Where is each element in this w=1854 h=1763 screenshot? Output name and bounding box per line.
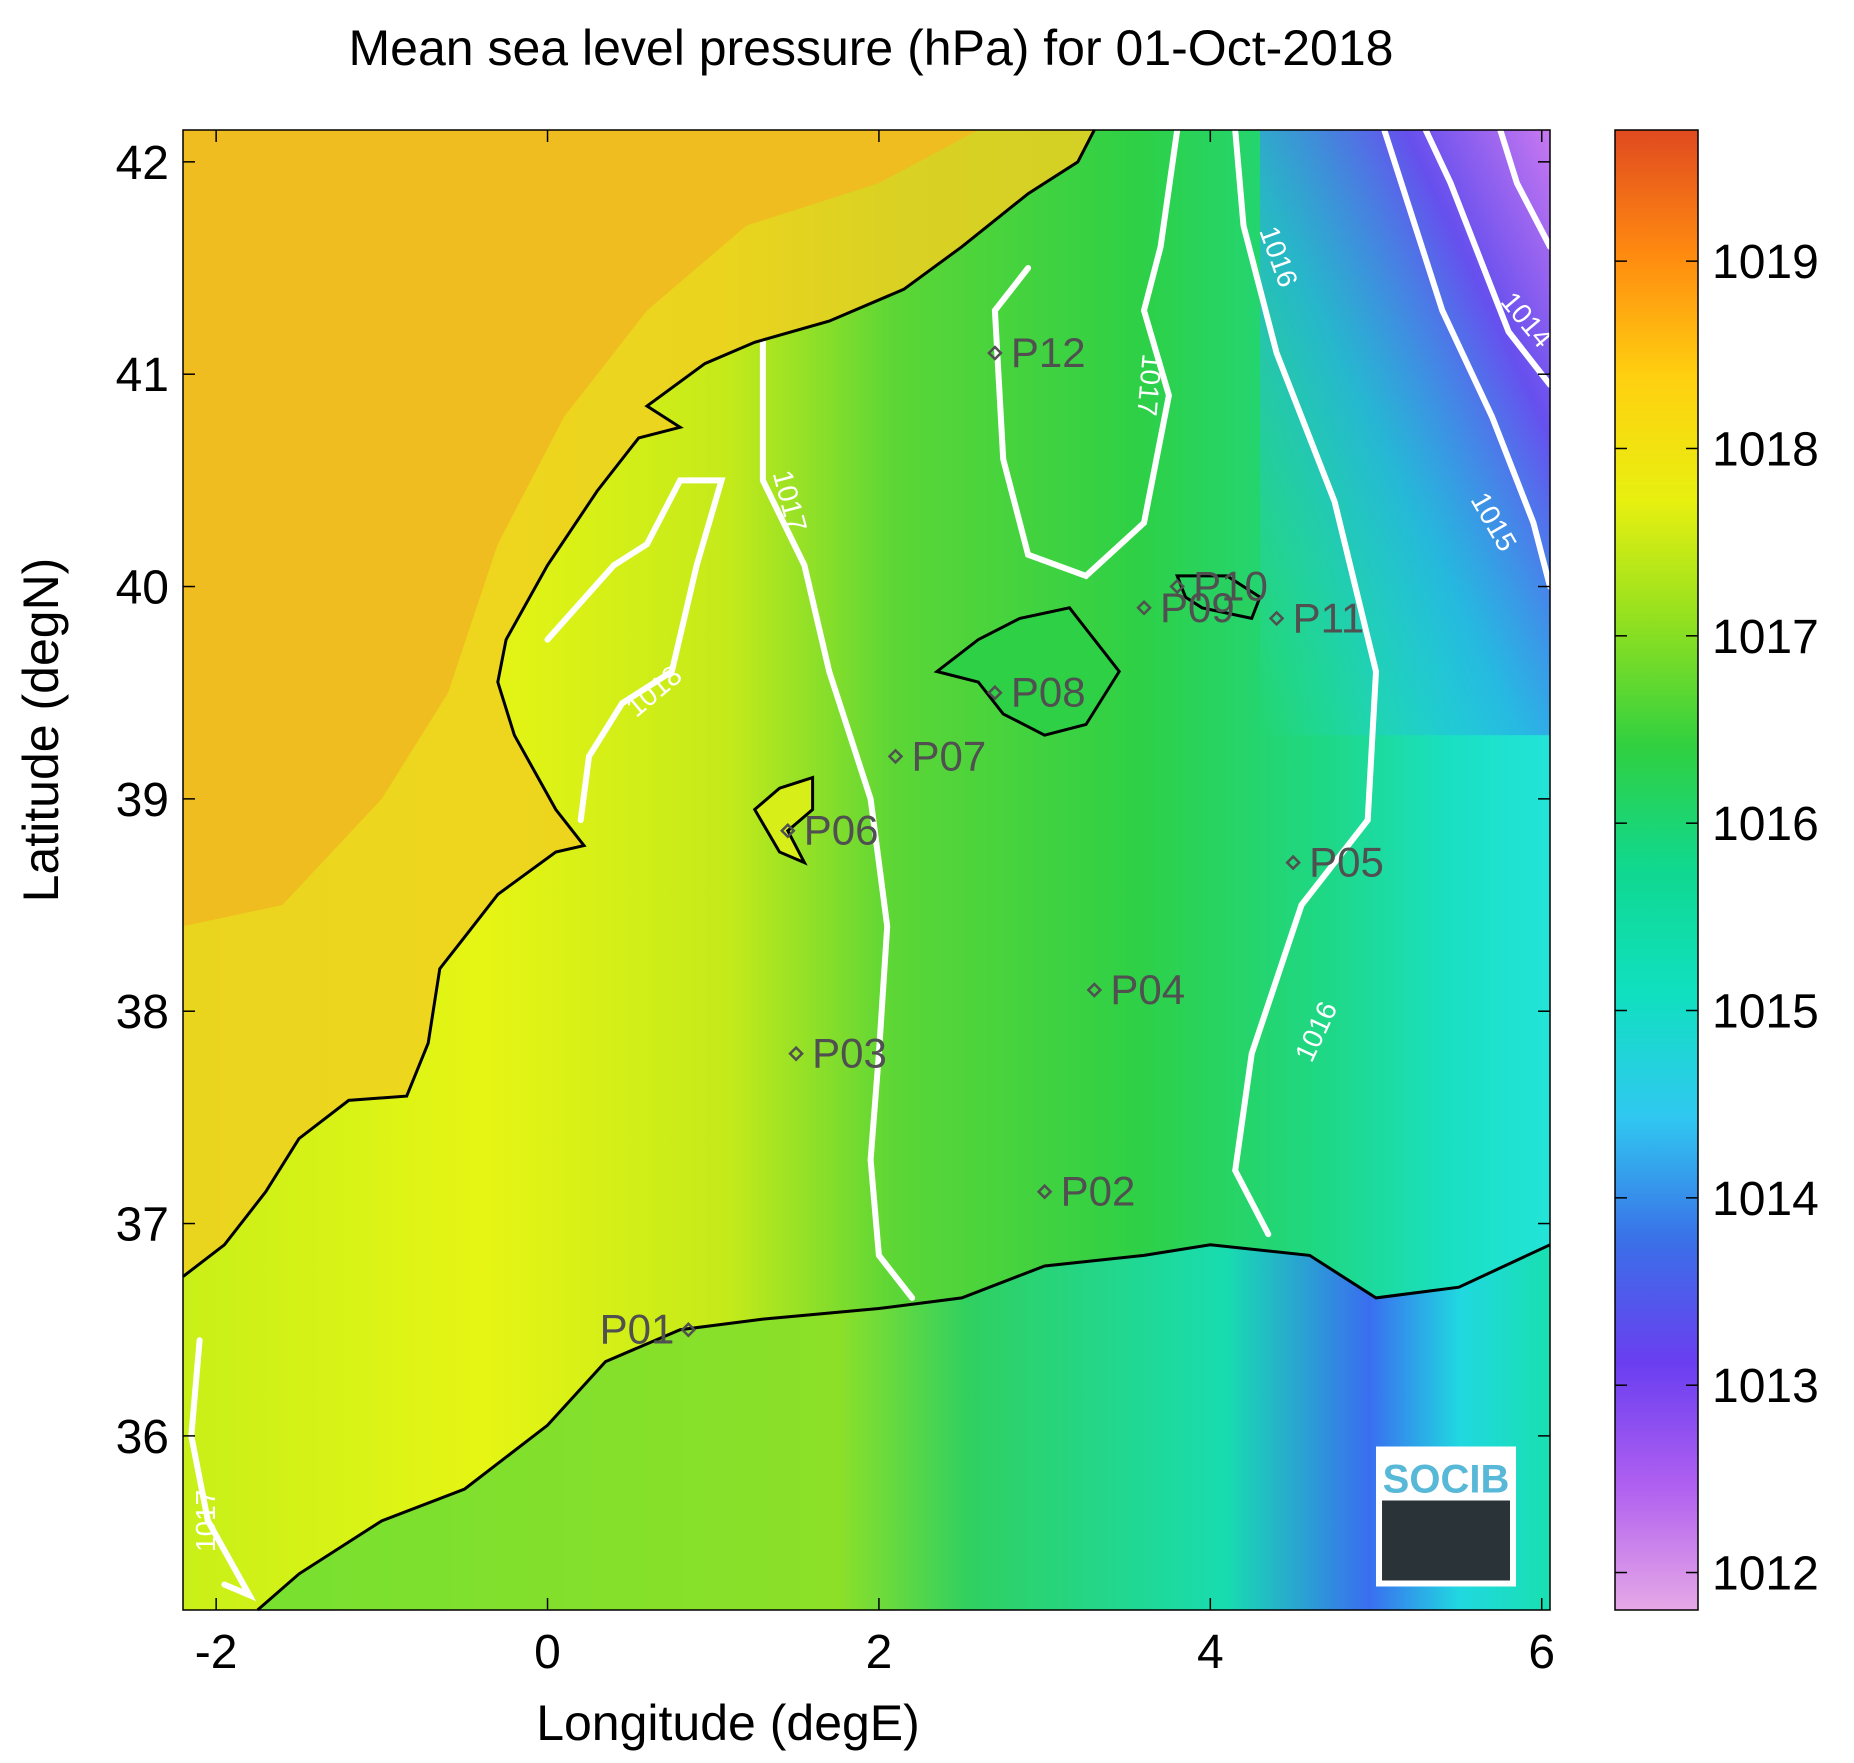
plot-frame bbox=[182, 129, 1551, 1611]
station-label: P03 bbox=[812, 1030, 887, 1077]
mallorca-island bbox=[936, 607, 1120, 736]
station-marker bbox=[788, 1045, 804, 1062]
station-label: P08 bbox=[1011, 669, 1086, 716]
station-marker bbox=[987, 684, 1003, 701]
isobar-line bbox=[188, 1337, 257, 1602]
station-marker bbox=[1086, 982, 1103, 998]
coastline-segment bbox=[752, 775, 815, 866]
station-label: P12 bbox=[1011, 329, 1086, 376]
colorbar-tick-label: 1013 bbox=[1712, 1360, 1819, 1413]
station-marker bbox=[1169, 578, 1185, 595]
socib-logo: SOCIB bbox=[1376, 1446, 1517, 1587]
pressure-low-corner bbox=[1260, 130, 1550, 736]
colorbar-tick-label: 1019 bbox=[1712, 236, 1819, 289]
x-tick-label: 6 bbox=[1528, 1626, 1555, 1679]
station-marker bbox=[1136, 599, 1152, 616]
isobar-line bbox=[1381, 127, 1553, 590]
colorbar-bar bbox=[1614, 129, 1699, 1611]
coastline-segment bbox=[256, 1243, 1551, 1612]
isobar-line bbox=[544, 477, 726, 824]
coastline-segment bbox=[1175, 574, 1262, 621]
station-label: P01 bbox=[600, 1306, 675, 1353]
station-label: P05 bbox=[1309, 839, 1384, 886]
colorbar-tick-label: 1016 bbox=[1712, 798, 1819, 851]
chart-title: Mean sea level pressure (hPa) for 01-Oct… bbox=[349, 20, 1394, 76]
colorbar-tick-label: 1017 bbox=[1712, 611, 1819, 664]
station-label: P04 bbox=[1110, 966, 1185, 1013]
isobar-line bbox=[1422, 127, 1553, 388]
y-tick-label: 39 bbox=[116, 774, 169, 827]
station-label: P06 bbox=[804, 807, 879, 854]
x-tick-label: -2 bbox=[195, 1626, 238, 1679]
colorbar-tick-label: 1018 bbox=[1712, 423, 1819, 476]
station-marker bbox=[887, 748, 904, 765]
isobar-line bbox=[1497, 127, 1553, 250]
x-tick-label: 2 bbox=[866, 1626, 893, 1679]
station-marker bbox=[680, 1321, 697, 1338]
y-tick-label: 41 bbox=[116, 349, 169, 402]
isobar-line bbox=[759, 339, 916, 1301]
x-axis-label: Longitude (degE) bbox=[536, 1695, 920, 1751]
y-tick-label: 42 bbox=[116, 137, 169, 190]
colorbar-tick-label: 1012 bbox=[1712, 1548, 1819, 1601]
africa-land bbox=[257, 1244, 1551, 1610]
station-label: P02 bbox=[1061, 1168, 1136, 1215]
isobar-line bbox=[991, 127, 1181, 580]
y-axis-label: Latitude (degN) bbox=[13, 558, 69, 903]
y-tick-label: 38 bbox=[116, 986, 169, 1039]
station-marker bbox=[780, 822, 796, 839]
station-marker bbox=[1036, 1183, 1053, 1200]
menorca-island bbox=[1177, 575, 1260, 619]
socib-logo-text: SOCIB bbox=[1383, 1457, 1510, 1501]
station-label: P09 bbox=[1160, 584, 1235, 631]
coastline-segment bbox=[933, 606, 1122, 737]
y-axis: 36 37 38 39 40 41 42 bbox=[116, 137, 1550, 1464]
y-tick-label: 37 bbox=[116, 1199, 169, 1252]
iberia-coastal-band bbox=[183, 130, 1095, 1277]
coastline bbox=[182, 129, 1551, 1612]
station-label: P11 bbox=[1293, 594, 1365, 641]
colorbar-tick-label: 1015 bbox=[1712, 986, 1819, 1039]
x-tick-label: 4 bbox=[1197, 1626, 1224, 1679]
colorbar-tick-label: 1014 bbox=[1712, 1173, 1819, 1226]
isobar-label: 1017 bbox=[190, 1490, 221, 1552]
y-tick-label: 40 bbox=[116, 562, 169, 615]
colorbar: 1012 1013 1014 1015 1016 1017 1018 1019 bbox=[1614, 129, 1819, 1611]
isobar-label: 1017 bbox=[1131, 353, 1167, 418]
station-marker bbox=[1285, 854, 1301, 871]
station-label: P10 bbox=[1193, 563, 1268, 610]
y-tick-label: 36 bbox=[116, 1411, 169, 1464]
x-tick-label: 0 bbox=[534, 1626, 561, 1679]
coastline-segment bbox=[182, 129, 1096, 1278]
isobar-line bbox=[1232, 127, 1380, 1238]
station-label: P07 bbox=[911, 732, 986, 779]
station-marker bbox=[987, 345, 1003, 361]
station-marker bbox=[1268, 610, 1285, 627]
x-axis: -2 0 2 4 6 bbox=[195, 130, 1555, 1679]
